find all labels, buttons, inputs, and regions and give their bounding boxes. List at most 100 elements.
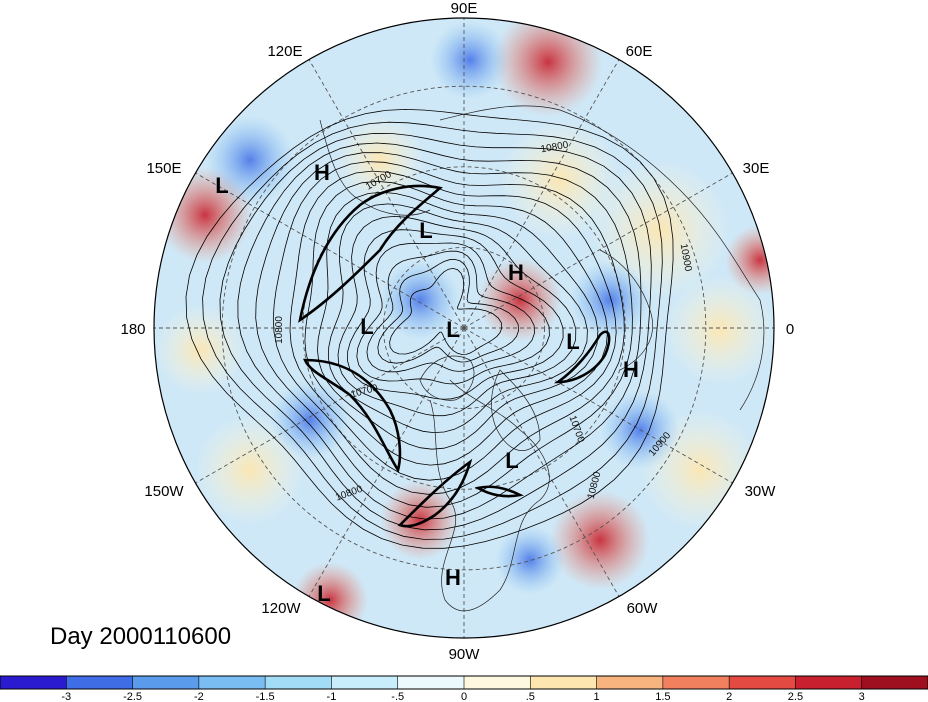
lon-label-30e: 30E [743,160,770,177]
height-contour [366,250,535,373]
jet-segment [553,330,611,384]
color-bar-box [0,675,68,690]
anomaly-patch [500,120,620,240]
pressure-center-high: H [508,260,524,285]
jet-segment [303,358,402,474]
coastline-greenland [491,369,541,451]
anomaly-shading [154,18,774,638]
meridian-line [463,327,620,597]
height-contour [347,229,564,400]
coastlines [319,105,765,612]
pressure-center-low: L [317,581,330,606]
anomaly-patch [430,20,510,100]
color-bar-box [596,675,664,690]
pressure-center-high: H [314,160,330,185]
jet-segment [298,184,443,323]
lon-label-60e: 60E [626,43,653,60]
lon-label-90e: 90E [451,0,478,17]
color-bar-tick-label: -3 [61,691,71,702]
coastline-asia-east [319,119,431,216]
color-bar-box [65,675,134,690]
pressure-center-low: L [215,173,228,198]
color-bar-tick-label: 2 [726,691,732,702]
height-contour [327,203,588,434]
height-contour [337,215,577,417]
color-bar-tick-label: 3 [859,691,865,702]
lon-label-90w: 90W [449,646,481,663]
meridian-line [308,327,465,597]
contour-label: 10800 [274,316,285,344]
anomaly-patch [380,260,460,340]
color-bar-tick-label: 2.5 [788,691,803,702]
color-bar-box [397,675,465,690]
longitude-labels: 90E 60E 30E 0 30W 60W 90W 120W 150W 180 … [120,0,794,663]
anomaly-patch [270,380,350,460]
color-bar-tick-label: -.5 [391,691,404,702]
anomaly-patch [550,490,650,590]
color-bar-box [198,675,266,690]
pressure-center-high: H [623,357,639,382]
jet-segment [474,485,524,498]
color-bar-box [463,675,532,690]
color-bar-box [861,675,928,690]
color-bar-box [331,675,399,690]
contour-label: 10900 [678,243,694,273]
coastline-europe [599,249,653,371]
jet-stream-contours [298,184,611,528]
pressure-center-low: L [419,218,432,243]
lon-label-180: 180 [120,321,145,338]
height-contour [185,108,674,549]
height-contour [272,161,625,495]
meridian-line [308,59,465,329]
contour-label: 10800 [540,140,570,156]
color-bar-tick-label: -2.5 [123,691,142,702]
day-label: Day 2000110600 [50,623,231,650]
lon-label-150e: 150E [146,160,181,177]
coastline-north-america [429,379,550,612]
meridian-line [463,172,733,329]
anomaly-patch [665,275,774,385]
anomaly-patch [725,225,774,295]
color-bar-box [728,675,797,690]
meridian-line [195,172,465,329]
height-contour [237,142,642,520]
lon-label-120e: 120E [267,43,302,60]
meridian-line [463,59,620,329]
height-contour [255,152,633,508]
anomaly-patch [495,525,565,595]
lon-label-120w: 120W [261,600,301,617]
height-contour [202,121,663,540]
color-bar-box [529,675,598,690]
anomaly-patch [380,480,460,560]
anomaly-patch [205,115,295,205]
color-bar-box [132,675,200,690]
meridian-line [195,327,465,484]
height-contour [389,267,503,355]
pressure-centers: L H L H L L L H L H L [215,160,639,606]
color-bar-box [795,675,863,690]
color-bar-box [264,675,333,690]
height-contour [317,191,599,450]
pressure-center-high: H [445,565,461,590]
coastline-arctic-islands [419,355,475,401]
height-contour [356,242,550,385]
lon-label-150w: 150W [144,483,184,500]
color-bar-tick-label: 1 [594,691,600,702]
lon-label-60w: 60W [627,600,659,617]
color-bar-tick-label: 0 [461,691,467,702]
color-bar-tick-label: -1 [327,691,337,702]
height-contour [219,132,652,531]
map-boundary [153,17,775,639]
height-contour [304,180,608,466]
lon-label-0: 0 [786,321,794,338]
height-contour [377,258,520,364]
coastline-eurasia [439,105,765,411]
color-bar-tick-label: -2 [194,691,204,702]
pressure-center-low: L [360,314,373,339]
pressure-center-low: L [566,329,579,354]
height-contours [185,108,674,549]
color-bar-tick-label: .5 [526,691,535,702]
anomaly-patch [570,260,650,340]
pressure-center-low: L [446,317,459,342]
